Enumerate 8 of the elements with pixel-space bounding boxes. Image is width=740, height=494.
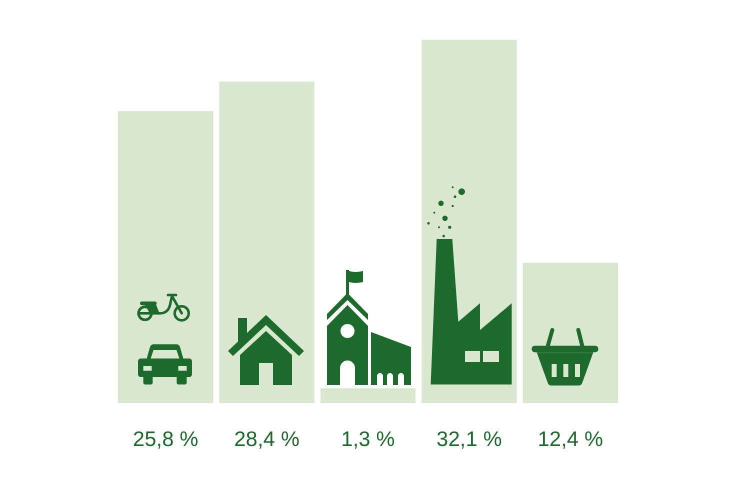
data-label: 32,1 %: [436, 428, 502, 451]
data-label: 28,4 %: [234, 428, 300, 451]
bar: [118, 111, 214, 403]
bar: [320, 388, 416, 403]
data-label: 25,8 %: [132, 428, 198, 451]
data-label: 1,3 %: [341, 428, 395, 451]
data-label: 12,4 %: [538, 428, 604, 451]
bar: [219, 82, 314, 403]
